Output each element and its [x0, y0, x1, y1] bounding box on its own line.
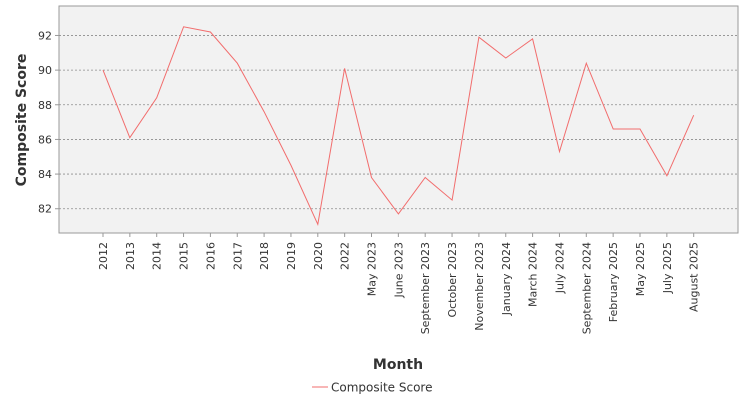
x-tick-label: March 2024 — [527, 242, 540, 307]
x-tick-label: September 2024 — [580, 242, 593, 334]
x-tick-label: November 2023 — [473, 242, 486, 331]
y-tick-label: 84 — [38, 168, 52, 181]
x-tick-label: 2015 — [178, 242, 191, 270]
series-line — [102, 26, 695, 226]
x-tick-label: January 2024 — [500, 242, 513, 316]
x-tick-label: May 2025 — [634, 242, 647, 296]
grid-lines — [59, 35, 738, 210]
x-tick-label: August 2025 — [688, 242, 701, 312]
legend-label: Composite Score — [331, 381, 432, 395]
x-tick-label: June 2023 — [392, 242, 405, 298]
y-tick-label: 92 — [38, 29, 52, 42]
y-axis: 82 84 86 88 90 92 — [38, 29, 59, 216]
x-tick-label: 2012 — [97, 242, 110, 270]
x-tick-label: 2014 — [151, 242, 164, 270]
x-tick-label: 2013 — [124, 242, 137, 270]
y-tick-label: 86 — [38, 133, 52, 146]
x-tick-label: 2019 — [285, 242, 298, 270]
y-tick-label: 90 — [38, 64, 52, 77]
x-tick-label: 2022 — [339, 242, 352, 270]
y-tick-label: 82 — [38, 203, 52, 216]
y-tick-label: 88 — [38, 99, 52, 112]
series-group — [102, 26, 695, 226]
x-tick-label: 2016 — [204, 242, 217, 270]
x-tick-label: May 2023 — [366, 242, 379, 296]
x-tick-label: July 2024 — [553, 242, 566, 294]
x-axis-title: Month — [373, 357, 423, 373]
x-tick-label: September 2023 — [419, 242, 432, 334]
x-tick-label: 2018 — [258, 242, 271, 270]
x-tick-label: 2017 — [231, 242, 244, 270]
x-tick-label: July 2025 — [661, 242, 674, 294]
legend: Composite Score — [312, 381, 432, 395]
x-tick-label: October 2023 — [446, 242, 459, 318]
x-tick-label: February 2025 — [607, 242, 620, 322]
x-tick-label: 2020 — [312, 242, 325, 270]
x-axis: 2012 2013 2014 2015 2016 2017 2018 2019 2020 2022… — [97, 233, 701, 334]
y-axis-title: Composite Score — [14, 54, 30, 187]
plot-background — [58, 5, 739, 234]
